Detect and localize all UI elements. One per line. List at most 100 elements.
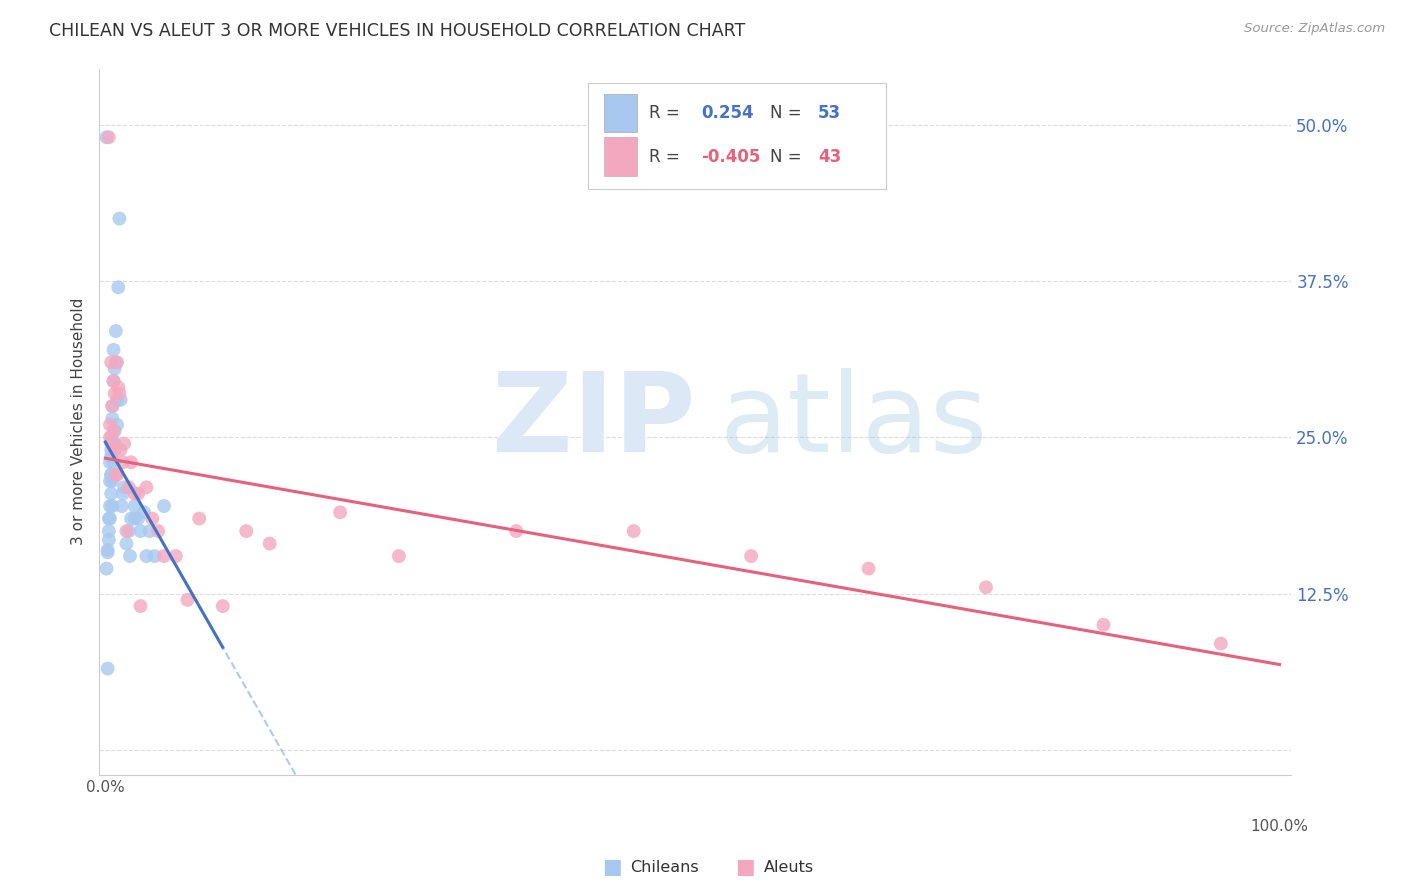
- Point: [100, 467, 122, 482]
- Point: [111, 486, 134, 500]
- Point: [98, 474, 121, 488]
- Point: [124, 499, 146, 513]
- Text: atlas: atlas: [720, 368, 988, 475]
- Point: [129, 524, 152, 538]
- Point: [740, 549, 762, 563]
- Point: [1209, 637, 1232, 651]
- Point: [211, 599, 233, 613]
- Text: 53: 53: [818, 104, 841, 122]
- Point: [139, 524, 162, 538]
- Point: [101, 399, 124, 413]
- Text: Source: ZipAtlas.com: Source: ZipAtlas.com: [1244, 22, 1385, 36]
- Point: [143, 549, 166, 563]
- Y-axis label: 3 or more Vehicles in Household: 3 or more Vehicles in Household: [72, 298, 86, 545]
- Point: [858, 561, 880, 575]
- Point: [165, 549, 187, 563]
- Point: [110, 442, 132, 457]
- Point: [97, 542, 120, 557]
- Point: [98, 499, 121, 513]
- Point: [108, 211, 131, 226]
- Point: [974, 580, 997, 594]
- Point: [259, 536, 281, 550]
- Point: [132, 505, 155, 519]
- Point: [105, 467, 128, 482]
- Point: [153, 549, 176, 563]
- Point: [101, 449, 124, 463]
- Bar: [603, 94, 637, 132]
- Point: [129, 599, 152, 613]
- Point: [111, 455, 134, 469]
- Point: [120, 455, 142, 469]
- Point: [100, 442, 122, 457]
- Point: [118, 480, 141, 494]
- Point: [112, 480, 135, 494]
- Point: [97, 545, 120, 559]
- Point: [112, 436, 135, 450]
- Point: [115, 536, 138, 550]
- Point: [100, 486, 122, 500]
- Point: [124, 486, 146, 500]
- Point: [329, 505, 352, 519]
- Point: [101, 499, 124, 513]
- Point: [104, 436, 127, 450]
- Point: [188, 511, 211, 525]
- Point: [97, 511, 120, 525]
- Point: [101, 474, 124, 488]
- FancyBboxPatch shape: [588, 83, 886, 188]
- Text: ■: ■: [602, 857, 621, 877]
- Point: [110, 392, 132, 407]
- Text: R =: R =: [650, 104, 685, 122]
- Point: [127, 511, 149, 525]
- Point: [101, 399, 124, 413]
- Point: [104, 442, 127, 457]
- Point: [97, 533, 120, 547]
- Text: CHILEAN VS ALEUT 3 OR MORE VEHICLES IN HOUSEHOLD CORRELATION CHART: CHILEAN VS ALEUT 3 OR MORE VEHICLES IN H…: [49, 22, 745, 40]
- Text: 0.254: 0.254: [702, 104, 754, 122]
- Text: 100.0%: 100.0%: [1250, 819, 1309, 834]
- Point: [100, 430, 122, 444]
- Point: [103, 374, 125, 388]
- Point: [505, 524, 527, 538]
- Point: [97, 130, 120, 145]
- Point: [105, 392, 128, 407]
- Text: -0.405: -0.405: [702, 148, 761, 166]
- Point: [104, 386, 127, 401]
- Point: [98, 430, 121, 444]
- Point: [235, 524, 257, 538]
- Point: [120, 511, 142, 525]
- Point: [103, 374, 125, 388]
- Point: [107, 280, 129, 294]
- Bar: [603, 137, 637, 177]
- Point: [124, 511, 146, 525]
- Point: [135, 480, 157, 494]
- Point: [103, 436, 125, 450]
- Point: [100, 449, 122, 463]
- Point: [127, 486, 149, 500]
- Point: [135, 549, 157, 563]
- Point: [118, 549, 141, 563]
- Point: [146, 524, 169, 538]
- Text: Chileans: Chileans: [630, 860, 699, 874]
- Point: [105, 417, 128, 432]
- Point: [101, 411, 124, 425]
- Point: [98, 511, 121, 525]
- Point: [141, 511, 163, 525]
- Point: [1092, 617, 1115, 632]
- Point: [105, 355, 128, 369]
- Text: 43: 43: [818, 148, 841, 166]
- Point: [103, 424, 125, 438]
- Text: R =: R =: [650, 148, 685, 166]
- Point: [104, 355, 127, 369]
- Point: [103, 455, 125, 469]
- Point: [98, 455, 121, 469]
- Point: [96, 130, 118, 145]
- Text: N =: N =: [770, 104, 807, 122]
- Point: [97, 662, 120, 676]
- Point: [115, 524, 138, 538]
- Text: ZIP: ZIP: [492, 368, 696, 475]
- Point: [118, 524, 141, 538]
- Point: [100, 436, 122, 450]
- Point: [153, 499, 176, 513]
- Point: [103, 343, 125, 357]
- Point: [100, 355, 122, 369]
